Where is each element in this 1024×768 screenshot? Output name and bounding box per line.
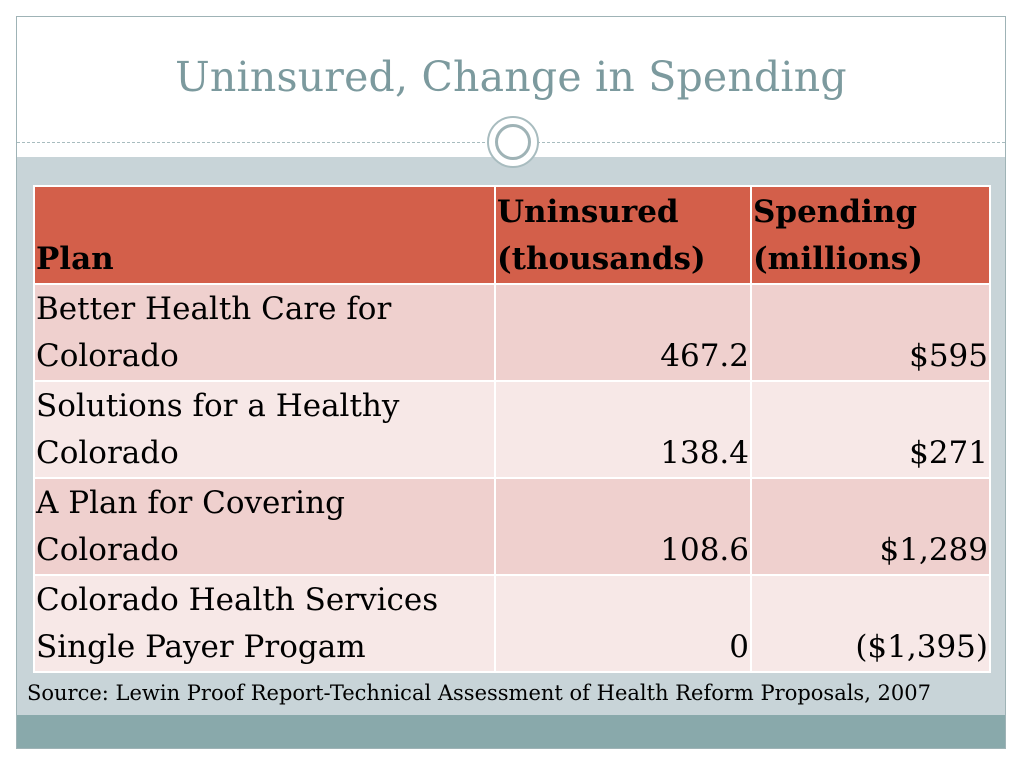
header-spending-line2: (millions) <box>753 241 923 277</box>
plan-cell: Better Health Care for Colorado <box>33 283 496 382</box>
source-note: Source: Lewin Proof Report-Technical Ass… <box>27 681 932 705</box>
header-spending-line1: Spending <box>753 194 917 230</box>
plan-cell: A Plan for Covering Colorado <box>33 477 496 576</box>
header-uninsured-line1: Uninsured <box>497 194 679 230</box>
uninsured-cell: 0 <box>494 574 752 673</box>
uninsured-cell: 467.2 <box>494 283 752 382</box>
table-header-row: Plan Uninsured (thousands) Spending (milli… <box>33 185 991 285</box>
plan-name-line1: Colorado Health Services <box>36 582 439 618</box>
header-plan: Plan <box>33 185 496 285</box>
plan-name-line2: Single Payer Progam <box>36 629 366 665</box>
plan-name-line2: Colorado <box>36 435 179 471</box>
spending-cell: $271 <box>750 380 991 479</box>
header-uninsured: Uninsured (thousands) <box>494 185 752 285</box>
spending-cell: $595 <box>750 283 991 382</box>
table-row: Solutions for a Healthy Colorado 138.4 $2… <box>33 380 991 479</box>
table-row: Colorado Health Services Single Payer Pro… <box>33 574 991 673</box>
circle-ornament-inner <box>495 124 531 160</box>
uninsured-cell: 108.6 <box>494 477 752 576</box>
plan-name-line2: Colorado <box>36 532 179 568</box>
plan-name-line1: Solutions for a Healthy <box>36 388 400 424</box>
slide: Uninsured, Change in Spending Plan Unins… <box>16 16 1006 749</box>
slide-title: Uninsured, Change in Spending <box>175 53 847 101</box>
table-row: A Plan for Covering Colorado 108.6 $1,289 <box>33 477 991 576</box>
plan-cell: Colorado Health Services Single Payer Pro… <box>33 574 496 673</box>
circle-ornament-icon <box>487 116 539 168</box>
uninsured-cell: 138.4 <box>494 380 752 479</box>
bottom-band <box>17 715 1005 748</box>
plan-cell: Solutions for a Healthy Colorado <box>33 380 496 479</box>
plan-name-line1: A Plan for Covering <box>36 485 345 521</box>
plans-table: Plan Uninsured (thousands) Spending (milli… <box>33 185 991 673</box>
plan-name-line2: Colorado <box>36 338 179 374</box>
spending-cell: ($1,395) <box>750 574 991 673</box>
plan-name-line1: Better Health Care for <box>36 291 392 327</box>
header-spending: Spending (millions) <box>750 185 991 285</box>
header-plan-label: Plan <box>36 241 114 277</box>
table-row: Better Health Care for Colorado 467.2 $59… <box>33 283 991 382</box>
spending-cell: $1,289 <box>750 477 991 576</box>
header-uninsured-line2: (thousands) <box>497 241 706 277</box>
